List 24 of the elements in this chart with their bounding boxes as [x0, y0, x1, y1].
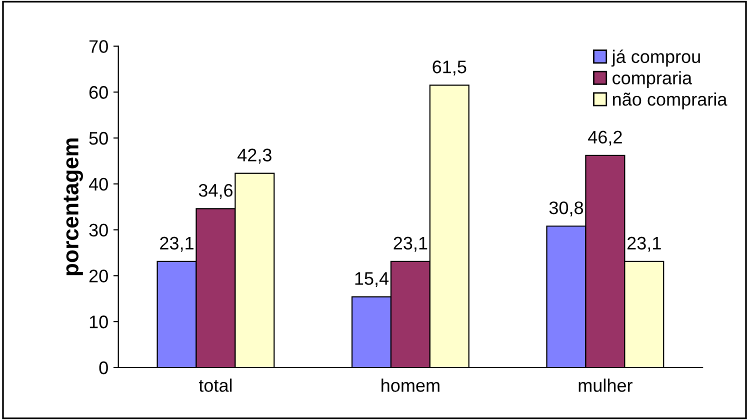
data-label: 23,1	[627, 236, 661, 252]
data-label: 42,3	[238, 148, 272, 164]
data-label: 15,4	[355, 272, 389, 288]
data-label: 30,8	[549, 201, 584, 216]
y-tick-label: 40	[88, 178, 108, 191]
y-axis-title: porcentagem	[64, 138, 83, 276]
legend-label: não compraria	[613, 92, 728, 110]
data-label: 23,1	[394, 236, 428, 252]
data-label: 46,2	[588, 130, 622, 146]
y-tick-label: 70	[89, 40, 108, 53]
y-tick-label: 10	[90, 316, 108, 328]
data-label: 34,6	[198, 184, 232, 199]
legend-label: já comprou	[611, 50, 700, 67]
y-tick-label: 30	[89, 224, 108, 237]
x-tick-label: homem	[382, 378, 440, 392]
data-label: 23,1	[160, 236, 194, 252]
x-tick-label: mulher	[578, 378, 632, 392]
y-tick-label: 60	[89, 86, 108, 99]
y-tick-label: 0	[99, 361, 108, 374]
legend-label: compraria	[612, 71, 692, 88]
data-label: 61,5	[432, 60, 466, 76]
y-tick-label: 20	[89, 270, 108, 282]
y-tick-label: 50	[89, 132, 108, 145]
x-tick-label: total	[198, 378, 232, 392]
